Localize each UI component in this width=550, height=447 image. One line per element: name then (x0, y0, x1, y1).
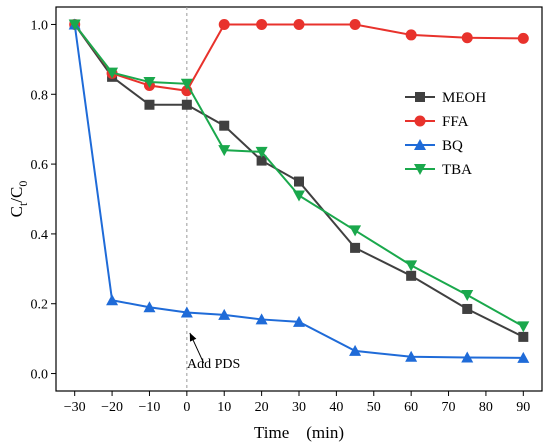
x-axis-label: Time (min) (254, 423, 344, 442)
data-point-meoh-4 (219, 120, 230, 131)
y-tick-label-5: 1.0 (31, 18, 49, 33)
data-point-ffa-4 (218, 18, 230, 30)
data-point-meoh-8 (406, 270, 417, 281)
data-point-bq-9 (461, 351, 474, 363)
x-tick-label-2: −10 (139, 400, 161, 415)
legend-marker-bq (414, 139, 426, 150)
data-point-tba-10 (517, 321, 530, 333)
x-tick-label-11: 80 (479, 400, 493, 415)
series-layer (68, 18, 530, 363)
y-tick-label-4: 0.8 (31, 88, 49, 103)
legend-label-meoh: MEOH (442, 90, 486, 106)
data-point-bq-8 (405, 350, 418, 362)
data-point-bq-3 (180, 306, 193, 318)
data-point-bq-4 (218, 308, 231, 320)
data-point-tba-9 (461, 290, 474, 301)
x-tick-label-9: 60 (404, 400, 418, 415)
data-point-bq-2 (143, 301, 156, 313)
legend-marker-ffa (414, 115, 426, 127)
annotation-label-0: Add PDS (187, 357, 240, 372)
x-tick-label-4: 10 (217, 400, 231, 415)
y-axis-ticks: 0.0 0.2 0.4 0.6 0.8 1.0 (31, 18, 56, 383)
legend-item-tba: TBA (405, 162, 472, 178)
data-point-tba-2 (143, 77, 156, 89)
x-tick-label-1: −20 (101, 400, 123, 415)
x-axis-ticks: −30 −20 −10 0 10 20 30 40 50 60 70 80 90 (64, 391, 530, 415)
data-point-meoh-3 (181, 99, 192, 110)
data-point-ffa-10 (517, 32, 529, 44)
data-point-tba-5 (255, 146, 268, 158)
y-tick-label-3: 0.6 (31, 158, 49, 173)
data-point-bq-1 (106, 294, 119, 306)
x-tick-label-5: 20 (255, 400, 269, 415)
data-point-meoh-7 (350, 242, 361, 253)
x-tick-label-10: 70 (442, 400, 456, 415)
legend-label-ffa: FFA (442, 114, 469, 130)
series-meoh (69, 19, 529, 342)
legend-item-meoh: MEOH (405, 90, 486, 106)
data-point-tba-3 (180, 78, 193, 90)
legend-marker-tba (414, 164, 426, 175)
data-point-ffa-9 (461, 32, 473, 44)
y-tick-label-0: 0.0 (31, 368, 49, 383)
annotation-arrow-head-0 (189, 332, 197, 342)
data-point-tba-7 (349, 225, 362, 237)
x-tick-label-12: 90 (516, 400, 530, 415)
data-point-meoh-10 (518, 331, 529, 342)
data-point-ffa-6 (293, 18, 305, 30)
data-point-ffa-7 (349, 18, 361, 30)
data-point-tba-4 (218, 145, 231, 157)
legend-marker-meoh (415, 92, 425, 102)
x-tick-label-3: 0 (183, 400, 190, 415)
legend-item-bq: BQ (405, 138, 463, 154)
data-point-meoh-5 (256, 155, 267, 166)
data-point-ffa-5 (256, 18, 268, 30)
x-tick-label-8: 50 (367, 400, 381, 415)
data-point-tba-0 (68, 19, 81, 31)
series-tba (68, 19, 530, 333)
x-tick-label-7: 40 (329, 400, 343, 415)
legend-item-ffa: FFA (405, 114, 469, 130)
y-axis-label: Ct/C0 (7, 181, 30, 218)
data-point-tba-8 (405, 260, 418, 272)
annotation-layer: Add PDS (187, 332, 240, 372)
data-point-bq-5 (255, 313, 268, 325)
data-point-bq-6 (293, 315, 305, 327)
series-bq (68, 18, 530, 363)
x-tick-label-0: −30 (64, 400, 86, 415)
series-ffa (69, 18, 529, 97)
data-point-meoh-9 (462, 303, 473, 314)
data-point-meoh-6 (294, 176, 304, 187)
data-point-tba-1 (106, 67, 119, 79)
data-point-ffa-8 (405, 29, 417, 41)
data-point-tba-6 (293, 190, 305, 202)
y-tick-label-2: 0.4 (31, 228, 49, 243)
data-point-bq-10 (517, 351, 530, 363)
legend: MEOH FFA BQ TBA (405, 90, 486, 178)
data-point-meoh-2 (144, 99, 155, 110)
y-tick-label-1: 0.2 (31, 298, 49, 313)
legend-label-bq: BQ (442, 138, 463, 154)
data-point-bq-7 (349, 344, 362, 356)
x-tick-label-6: 30 (292, 400, 306, 415)
legend-label-tba: TBA (442, 162, 472, 178)
